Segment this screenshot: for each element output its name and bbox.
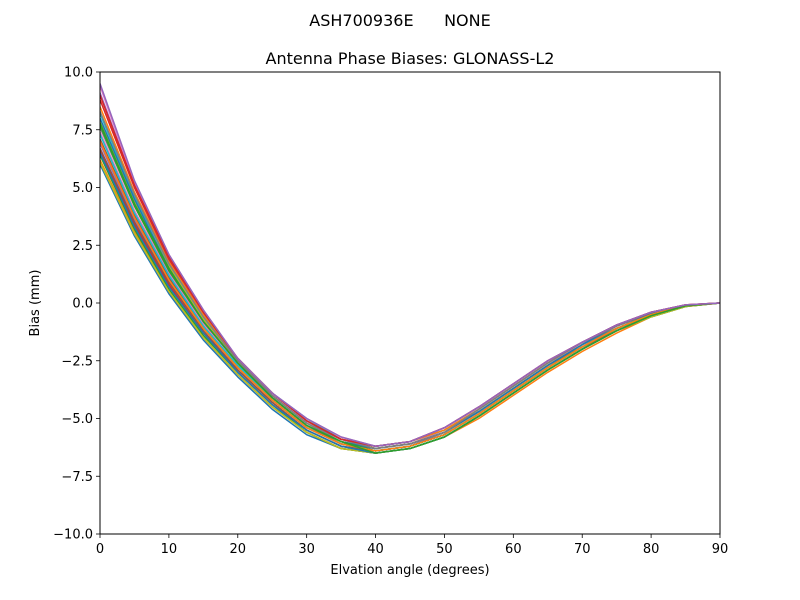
series-line-10 (100, 113, 720, 447)
x-tick-label: 30 (298, 542, 315, 557)
y-tick-label: −10.0 (53, 528, 93, 543)
series-line-15 (100, 92, 720, 447)
x-tick-label: 0 (96, 542, 104, 557)
series-group (100, 83, 720, 454)
series-line-22 (100, 140, 720, 452)
y-tick-label: −7.5 (61, 470, 93, 485)
series-line-8 (100, 127, 720, 450)
y-tick-label: −5.0 (61, 412, 93, 427)
x-tick-label: 20 (230, 542, 247, 557)
x-axis: 0 10 20 30 40 50 60 70 80 90 (96, 534, 728, 557)
series-line-11 (100, 117, 720, 450)
chart-title: Antenna Phase Biases: GLONASS-L2 (266, 49, 555, 68)
x-tick-label: 40 (367, 542, 384, 557)
x-tick-label: 10 (161, 542, 178, 557)
y-tick-label: 0.0 (72, 297, 93, 312)
series-line-7 (100, 131, 720, 450)
y-tick-label: 7.5 (72, 123, 93, 138)
series-line-12 (100, 106, 720, 447)
series-line-14 (100, 99, 720, 447)
y-tick-label: −2.5 (61, 354, 93, 369)
series-line-13 (100, 122, 720, 452)
y-axis-label: Bias (mm) (28, 270, 43, 337)
chart-suptitle: ASH700936E NONE (309, 11, 490, 30)
x-axis-label: Elvation angle (degrees) (330, 563, 489, 578)
y-tick-label: 2.5 (72, 239, 93, 254)
x-tick-label: 90 (712, 542, 729, 557)
y-tick-label: 10.0 (64, 66, 93, 81)
series-line-18 (100, 110, 720, 450)
series-line-24 (100, 94, 720, 447)
x-tick-label: 80 (643, 542, 660, 557)
series-line-17 (100, 85, 720, 447)
x-tick-label: 70 (574, 542, 591, 557)
y-tick-label: 5.0 (72, 181, 93, 196)
series-line-9 (100, 120, 720, 450)
series-line-25 (100, 83, 720, 447)
y-axis: −10.0 −7.5 −5.0 −2.5 0.0 2.5 5.0 7.5 10.0 (53, 66, 100, 543)
plot-area (99, 71, 721, 535)
series-line-23 (100, 124, 720, 454)
x-tick-label: 60 (505, 542, 522, 557)
x-tick-label: 50 (436, 542, 453, 557)
